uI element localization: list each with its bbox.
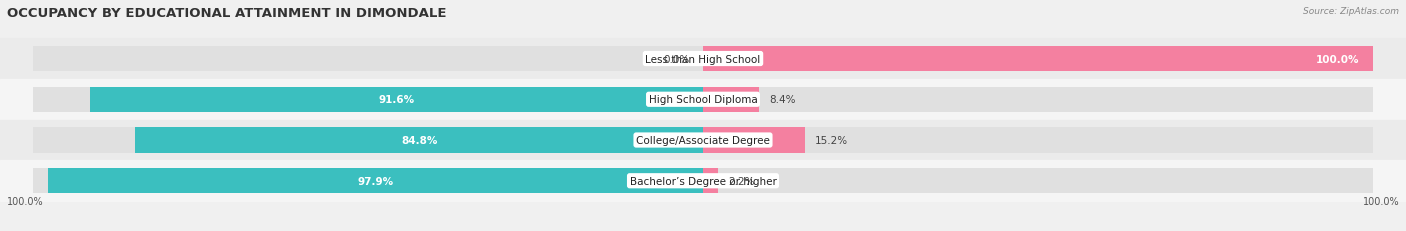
Bar bbox=[0, 120, 1406, 161]
Text: 2.2%: 2.2% bbox=[728, 176, 754, 186]
Text: 100.0%: 100.0% bbox=[1362, 196, 1399, 206]
Bar bbox=[703, 47, 1372, 72]
Text: College/Associate Degree: College/Associate Degree bbox=[636, 135, 770, 145]
Bar bbox=[34, 168, 703, 194]
Text: Less than High School: Less than High School bbox=[645, 54, 761, 64]
Text: 97.9%: 97.9% bbox=[357, 176, 394, 186]
Bar bbox=[0, 161, 1406, 201]
Text: 0.0%: 0.0% bbox=[664, 54, 689, 64]
Bar bbox=[48, 168, 703, 194]
Bar bbox=[0, 79, 1406, 120]
Text: High School Diploma: High School Diploma bbox=[648, 95, 758, 105]
Text: 84.8%: 84.8% bbox=[401, 135, 437, 145]
Bar bbox=[0, 39, 1406, 79]
Text: OCCUPANCY BY EDUCATIONAL ATTAINMENT IN DIMONDALE: OCCUPANCY BY EDUCATIONAL ATTAINMENT IN D… bbox=[7, 7, 447, 20]
Bar bbox=[135, 128, 703, 153]
Text: Bachelor’s Degree or higher: Bachelor’s Degree or higher bbox=[630, 176, 776, 186]
Bar bbox=[703, 87, 759, 112]
Bar bbox=[703, 128, 1372, 153]
Bar bbox=[34, 47, 703, 72]
Bar bbox=[703, 168, 1372, 194]
Text: 91.6%: 91.6% bbox=[378, 95, 415, 105]
Text: 8.4%: 8.4% bbox=[769, 95, 796, 105]
Bar bbox=[703, 128, 804, 153]
Bar bbox=[34, 87, 703, 112]
Bar bbox=[90, 87, 703, 112]
Text: Source: ZipAtlas.com: Source: ZipAtlas.com bbox=[1303, 7, 1399, 16]
Text: 15.2%: 15.2% bbox=[815, 135, 848, 145]
Bar bbox=[34, 128, 703, 153]
Text: 100.0%: 100.0% bbox=[1316, 54, 1360, 64]
Bar bbox=[703, 168, 717, 194]
Bar bbox=[703, 87, 1372, 112]
Text: 100.0%: 100.0% bbox=[7, 196, 44, 206]
Bar bbox=[703, 47, 1372, 72]
